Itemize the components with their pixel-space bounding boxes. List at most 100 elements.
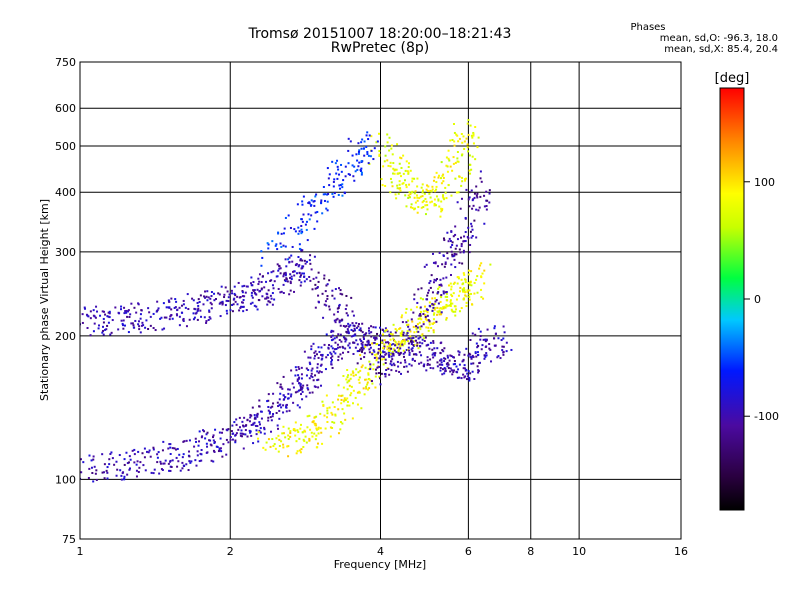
data-point <box>448 159 451 162</box>
data-point <box>234 441 237 444</box>
data-point <box>384 145 387 148</box>
data-point <box>345 330 348 333</box>
data-point <box>196 301 199 304</box>
data-point <box>452 156 455 159</box>
data-point <box>310 372 313 375</box>
data-point <box>353 165 356 168</box>
data-point <box>195 311 198 314</box>
data-point <box>350 385 353 388</box>
data-point <box>482 297 485 300</box>
data-point <box>349 140 352 143</box>
data-point <box>195 440 198 443</box>
data-point <box>202 303 205 306</box>
data-point <box>241 290 244 293</box>
data-point <box>442 237 445 240</box>
data-point <box>301 220 304 223</box>
data-point <box>326 407 329 410</box>
data-point <box>416 301 419 304</box>
data-point <box>347 374 350 377</box>
data-point <box>325 304 328 307</box>
data-point <box>287 214 290 217</box>
data-point <box>195 464 198 467</box>
data-point <box>157 451 160 454</box>
data-point <box>286 445 289 448</box>
data-point <box>425 308 428 311</box>
data-point <box>449 370 452 373</box>
data-point <box>258 273 261 276</box>
data-point <box>476 275 479 278</box>
data-point <box>95 305 98 308</box>
data-point <box>442 197 445 200</box>
data-point <box>372 368 375 371</box>
data-point <box>206 451 209 454</box>
data-point <box>331 426 334 429</box>
data-point <box>296 390 299 393</box>
data-point <box>188 439 191 442</box>
data-point <box>313 385 316 388</box>
data-point <box>445 317 448 320</box>
data-point <box>320 199 323 202</box>
data-point <box>334 352 337 355</box>
data-point <box>402 340 405 343</box>
data-point <box>120 478 123 481</box>
data-point <box>474 158 477 161</box>
data-point <box>352 330 355 333</box>
data-point <box>163 316 166 319</box>
data-point <box>298 382 301 385</box>
data-point <box>169 446 172 449</box>
data-point <box>123 306 126 309</box>
data-point <box>364 345 367 348</box>
data-point <box>469 243 472 246</box>
data-point <box>418 341 421 344</box>
data-point <box>446 252 449 255</box>
data-point <box>395 168 398 171</box>
data-point <box>451 138 454 141</box>
data-point <box>407 165 410 168</box>
data-point <box>428 282 431 285</box>
data-point <box>468 269 471 272</box>
data-point <box>389 362 392 365</box>
data-point <box>368 351 371 354</box>
data-point <box>430 274 433 277</box>
data-point <box>290 393 293 396</box>
data-point <box>483 354 486 357</box>
data-point <box>481 344 484 347</box>
phase-stats-x: mean, sd,X: 85.4, 20.4 <box>664 44 778 55</box>
data-point <box>121 322 124 325</box>
data-point <box>369 368 372 371</box>
data-point <box>454 233 457 236</box>
data-point <box>479 330 482 333</box>
data-point <box>300 366 303 369</box>
data-point <box>437 311 440 314</box>
data-point <box>465 295 468 298</box>
y-tick-label: 750 <box>55 56 76 69</box>
data-point <box>342 324 345 327</box>
data-point <box>474 333 477 336</box>
data-point <box>392 162 395 165</box>
data-point <box>273 280 276 283</box>
data-point <box>457 140 460 143</box>
data-point <box>423 363 426 366</box>
data-point <box>117 328 120 331</box>
data-point <box>415 330 418 333</box>
data-point <box>218 431 221 434</box>
data-point <box>442 292 445 295</box>
data-point <box>299 451 302 454</box>
data-point <box>309 262 312 265</box>
data-point <box>282 446 285 449</box>
data-point <box>427 343 430 346</box>
data-point <box>390 355 393 358</box>
data-point <box>106 471 109 474</box>
data-point <box>434 300 437 303</box>
data-point <box>162 440 165 443</box>
data-point <box>460 278 463 281</box>
data-point <box>425 309 428 312</box>
data-point <box>107 321 110 324</box>
data-point <box>287 397 290 400</box>
data-point <box>413 331 416 334</box>
data-point <box>161 468 164 471</box>
data-point <box>145 319 148 322</box>
data-point <box>387 351 390 354</box>
data-point <box>253 421 256 424</box>
data-point <box>102 325 105 328</box>
